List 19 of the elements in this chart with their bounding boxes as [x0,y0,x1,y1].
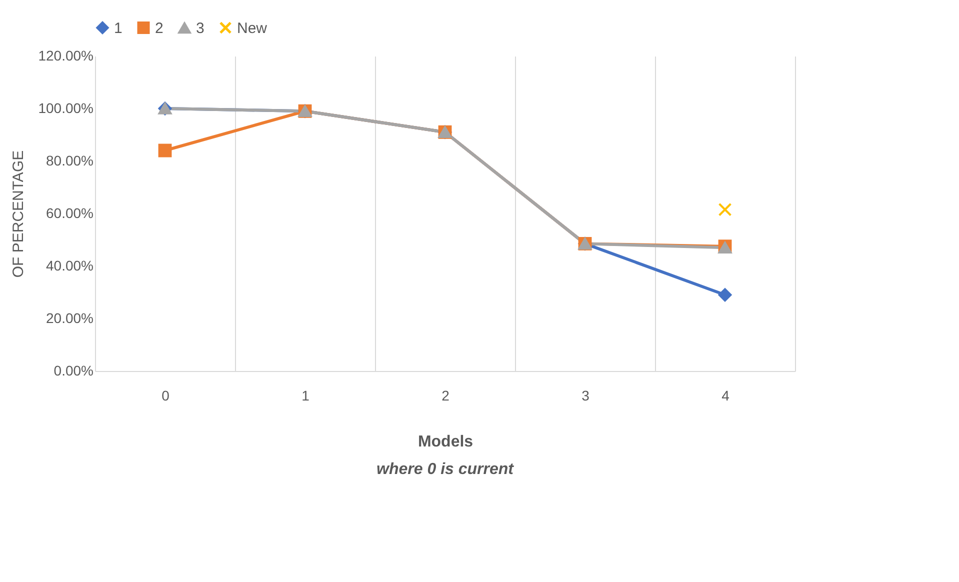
legend-label: New [237,20,268,37]
y-axis-title: OF PERCENTAGE [10,150,28,278]
legend-label: 3 [196,20,204,38]
x-tick-label: 0 [162,388,170,404]
x-tick-label: 2 [442,388,450,404]
y-tick-label: 20.00% [46,310,94,326]
x-tick-label: 3 [582,388,590,404]
x-tick-label: 4 [722,388,730,404]
x-tick-label: 1 [302,388,310,404]
y-tick-label: 80.00% [46,152,94,168]
y-tick-label: 60.00% [46,205,94,221]
y-tick-label: 40.00% [46,258,94,274]
legend-label: 1 [114,20,122,37]
legend-label: 2 [155,20,164,37]
y-tick-label: 0.00% [54,362,94,378]
text: where 0 is current [376,461,514,478]
y-tick-label: 120.00% [38,48,94,64]
y-tick-label: 100.00% [38,100,94,116]
x-axis-title: Models [418,434,474,450]
